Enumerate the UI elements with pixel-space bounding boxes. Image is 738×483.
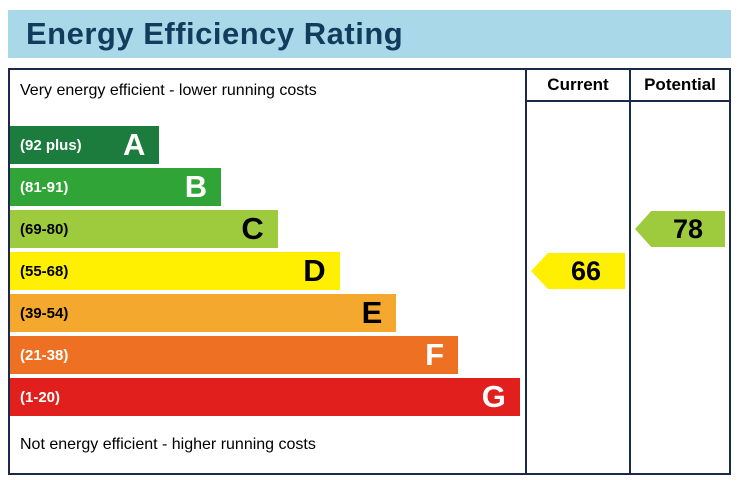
band-grade-letter-F: F [425,337,445,372]
band-range-label-D: (55-68) [20,262,69,280]
band-bar-F: (21-38) F [10,336,459,374]
band-grade-letter-D: D [303,253,326,288]
band-row-A: (92 plus) A [10,126,525,164]
band-range-label-E: (39-54) [20,304,69,322]
current-rating-value: 66 [570,255,602,286]
band-range-label-B: (81-91) [20,178,69,196]
band-row-B: (81-91) B [10,168,525,206]
current-column-header: Current [527,70,629,102]
band-range-label-G: (1-20) [20,388,61,406]
band-bar-G: (1-20) G [10,378,520,416]
potential-column: Potential 78 [629,70,729,473]
potential-rating-arrow: 78 [635,211,725,247]
potential-column-header: Potential [631,70,729,102]
current-column: Current 66 [525,70,629,473]
current-rating-arrow: 66 [531,253,625,289]
band-row-E: (39-54) E [10,294,525,332]
band-bar-D: (55-68) D [10,252,340,290]
band-row-F: (21-38) F [10,336,525,374]
chart-title: Energy Efficiency Rating [8,10,731,58]
top-caption: Very energy efficient - lower running co… [20,82,317,99]
bottom-caption: Not energy efficient - higher running co… [20,436,316,453]
current-column-body: 66 [527,102,629,473]
rating-scale-column: Very energy efficient - lower running co… [10,70,525,473]
band-bar-C: (69-80) C [10,210,278,248]
potential-rating-value: 78 [672,213,704,244]
potential-column-body: 78 [631,102,729,473]
band-row-D: (55-68) D [10,252,525,290]
band-grade-letter-C: C [241,211,264,246]
band-row-C: (69-80) C [10,210,525,248]
band-grade-letter-A: A [122,127,146,162]
band-grade-letter-E: E [361,295,383,330]
band-grade-letter-G: G [481,379,506,414]
chart-frame: Very energy efficient - lower running co… [8,68,731,475]
band-range-label-C: (69-80) [20,220,69,238]
band-bar-A: (92 plus) A [10,126,160,164]
band-row-G: (1-20) G [10,378,525,416]
band-grade-letter-B: B [184,169,208,204]
band-range-label-F: (21-38) [20,346,69,364]
rating-bands: (92 plus) A (81-91) B (69-80) C (55-68) D (39-54… [10,126,525,420]
band-bar-B: (81-91) B [10,168,222,206]
band-range-label-A: (92 plus) [20,136,82,154]
band-bar-E: (39-54) E [10,294,397,332]
